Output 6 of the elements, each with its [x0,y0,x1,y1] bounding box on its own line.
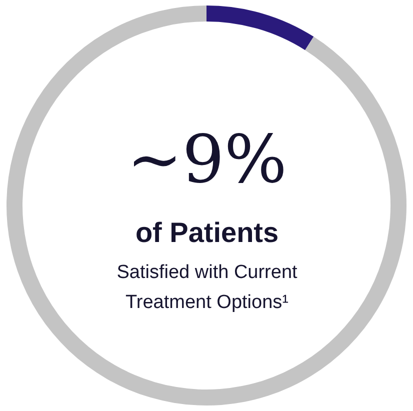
text: ~9% [126,121,288,198]
text: Treatment Options¹ [126,292,288,313]
text: Satisfied with Current [116,262,298,283]
donut-slice [6,6,406,406]
donut-slice [206,6,314,50]
text: of Patients [135,217,279,248]
